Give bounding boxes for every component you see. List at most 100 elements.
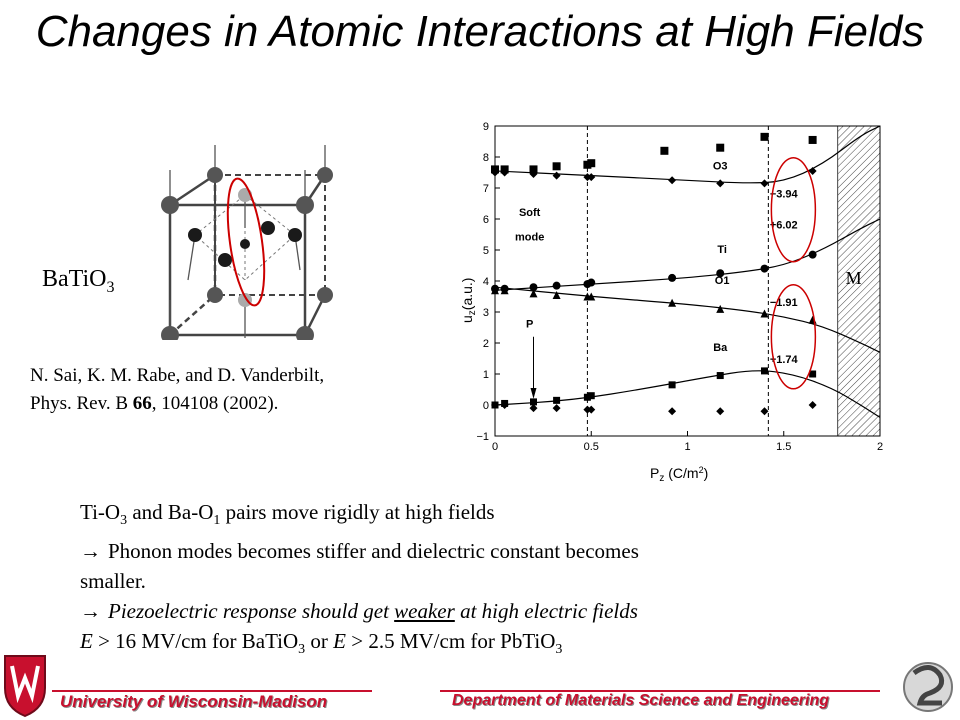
data-point-diamond [668,407,677,416]
data-point-diamond [760,407,769,416]
data-point-circle [760,264,769,273]
data-point-diamond [529,404,538,413]
plot-annotation: +1.74 [770,354,799,366]
data-point-diamond [552,171,561,180]
y-tick-label: 7 [483,183,489,195]
university-crest-icon [4,655,46,718]
x-tick-label: 0.5 [584,441,599,453]
y-tick-label: 1 [483,369,489,381]
plot-annotation: −1.91 [770,297,798,309]
x-tick-label: 1 [684,441,690,453]
data-point-diamond [808,401,817,409]
y-tick-label: 9 [483,121,489,133]
plot-annotation: Soft [519,207,541,219]
y-axis-label: uz(a.u.) [459,278,478,323]
footer-rule-left [52,690,372,692]
data-point-triangle [668,298,677,307]
data-point-square-small [583,393,591,401]
series-curve [494,370,881,418]
data-point-square-small [809,370,817,378]
data-point-square-small [668,381,676,389]
y-tick-label: 3 [483,307,489,319]
slide-title: Changes in Atomic Interactions at High F… [35,7,925,56]
data-point-diamond [716,407,725,416]
y-tick-label: 6 [483,214,489,226]
department-name: Department of Materials Science and Engi… [452,692,829,709]
data-point-square-small [530,398,537,406]
data-point-square [500,165,509,174]
arrow-right-icon: → [80,539,101,564]
arrow-right-icon: → [80,599,101,624]
data-point-square-small [587,392,595,400]
plot-annotation: −3.94 [770,188,799,200]
data-point-triangle [716,304,725,313]
data-point-circle [716,269,725,278]
data-point-diamond [552,404,561,413]
body-line-4: → Piezoelectric response should get weake… [80,596,880,626]
citation-line-1: N. Sai, K. M. Rabe, and D. Vanderbilt, [30,365,325,386]
body-text: Ti-O3 and Ba-O1 pairs move rigidly at hi… [80,497,880,665]
data-point-diamond [587,173,596,182]
highlight-ellipse-lower [770,284,817,390]
body-line-3: smaller. [80,569,146,594]
ps-arrow-head [530,387,537,399]
data-point-square [808,135,817,144]
data-point-diamond [500,401,509,409]
body-line-5: E > 16 MV/cm for BaTiO3 or E > 2.5 MV/cm… [80,629,563,658]
data-point-circle [529,283,538,292]
y-tick-label: 2 [483,338,489,350]
crystal-structure-diagram [161,145,333,340]
data-point-circle [552,281,561,290]
plot-frame [494,125,881,437]
x-axis-label: Pz (C/m2) [650,465,708,484]
data-point-diamond [716,179,725,188]
data-point-circle [668,273,677,282]
data-point-triangle [808,315,817,324]
data-point-square [760,132,769,141]
data-point-triangle [529,289,538,298]
body-line-2: → Phonon modes becomes stiffer and dielec… [80,536,880,566]
plot-annotation: Ba [713,342,728,354]
data-point-square-small [761,367,768,375]
data-point-diamond [808,166,817,175]
y-tick-label: 0 [483,400,489,412]
plot-annotation: O3 [713,160,728,172]
x-tick-label: 1.5 [776,441,791,453]
data-point-triangle [500,286,509,295]
data-point-circle [808,250,817,259]
data-point-square-small [553,396,561,404]
footer-rule-right [440,690,880,692]
x-tick-label: 0 [492,441,498,453]
compound-label: BaTiO3 [42,266,115,296]
data-point-circle [587,278,596,287]
plot-annotation: +6.02 [770,219,798,231]
citation: N. Sai, K. M. Rabe, and D. Vanderbilt, P… [30,362,324,418]
data-point-square [716,143,725,152]
body-line-1: Ti-O3 and Ba-O1 pairs move rigidly at hi… [80,500,495,529]
data-point-square [660,146,669,155]
x-tick-label: 2 [877,441,883,453]
y-tick-label: 8 [483,152,489,164]
plot-annotation: mode [515,232,544,244]
plot-annotation: Ti [717,244,727,256]
data-point-triangle [587,292,596,301]
department-logo-icon [903,662,953,712]
data-point-triangle [760,309,769,318]
data-point-triangle [552,290,561,299]
data-point-square [552,162,561,171]
data-point-square [491,165,499,174]
highlight-ellipse-upper [770,156,817,263]
plot-annotation: O1 [715,275,730,287]
university-name: University of Wisconsin-Madison [60,692,328,711]
data-point-square [587,159,596,168]
series-curve [494,286,881,353]
data-point-triangle [491,286,499,295]
y-tick-label: −1 [476,431,489,443]
series-curve [494,125,881,184]
data-point-diamond [587,405,596,414]
series-curve [494,218,881,291]
data-point-diamond [760,179,769,188]
data-point-diamond [668,176,677,185]
metallic-region-label: M [846,268,862,288]
